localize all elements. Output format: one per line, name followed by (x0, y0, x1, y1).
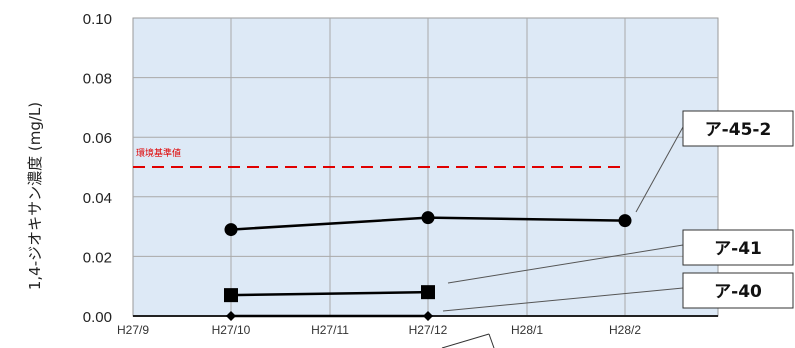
y-axis-label: 1,4-ジオキサン濃度 (mg/L) (26, 102, 44, 290)
x-tick-label: H28/2 (609, 323, 641, 337)
stray-leader (442, 334, 489, 348)
y-tick-label: 0.06 (83, 130, 112, 147)
callout-text-ア-41: ア-41 (714, 239, 762, 259)
data-point-ア-45-2 (225, 223, 238, 236)
stray-leader-2 (489, 334, 494, 348)
callout-text-ア-40: ア-40 (714, 282, 762, 302)
x-axis-ticks: H27/9 H27/10 H27/11 H27/12 H28/1 H28/2 (117, 323, 641, 337)
y-tick-label: 0.10 (83, 11, 112, 28)
x-tick-label: H27/9 (117, 323, 149, 337)
y-tick-label: 0.04 (83, 190, 112, 207)
callout-text-ア-45-2: ア-45-2 (705, 120, 772, 140)
x-tick-label: H27/10 (212, 323, 251, 337)
y-tick-label: 0.00 (83, 309, 112, 326)
data-point-ア-45-2 (619, 214, 632, 227)
x-tick-label: H28/1 (511, 323, 543, 337)
y-tick-label: 0.08 (83, 71, 112, 88)
y-axis-ticks: 0.00 0.02 0.04 0.06 0.08 0.10 (83, 11, 112, 326)
y-tick-label: 0.02 (83, 249, 112, 266)
reference-line-label: 環境基準値 (136, 147, 181, 159)
data-point-ア-41 (224, 288, 238, 302)
data-point-ア-41 (421, 285, 435, 299)
x-tick-label: H27/11 (311, 323, 349, 337)
data-point-ア-45-2 (422, 211, 435, 224)
x-tick-label: H27/12 (409, 323, 448, 337)
